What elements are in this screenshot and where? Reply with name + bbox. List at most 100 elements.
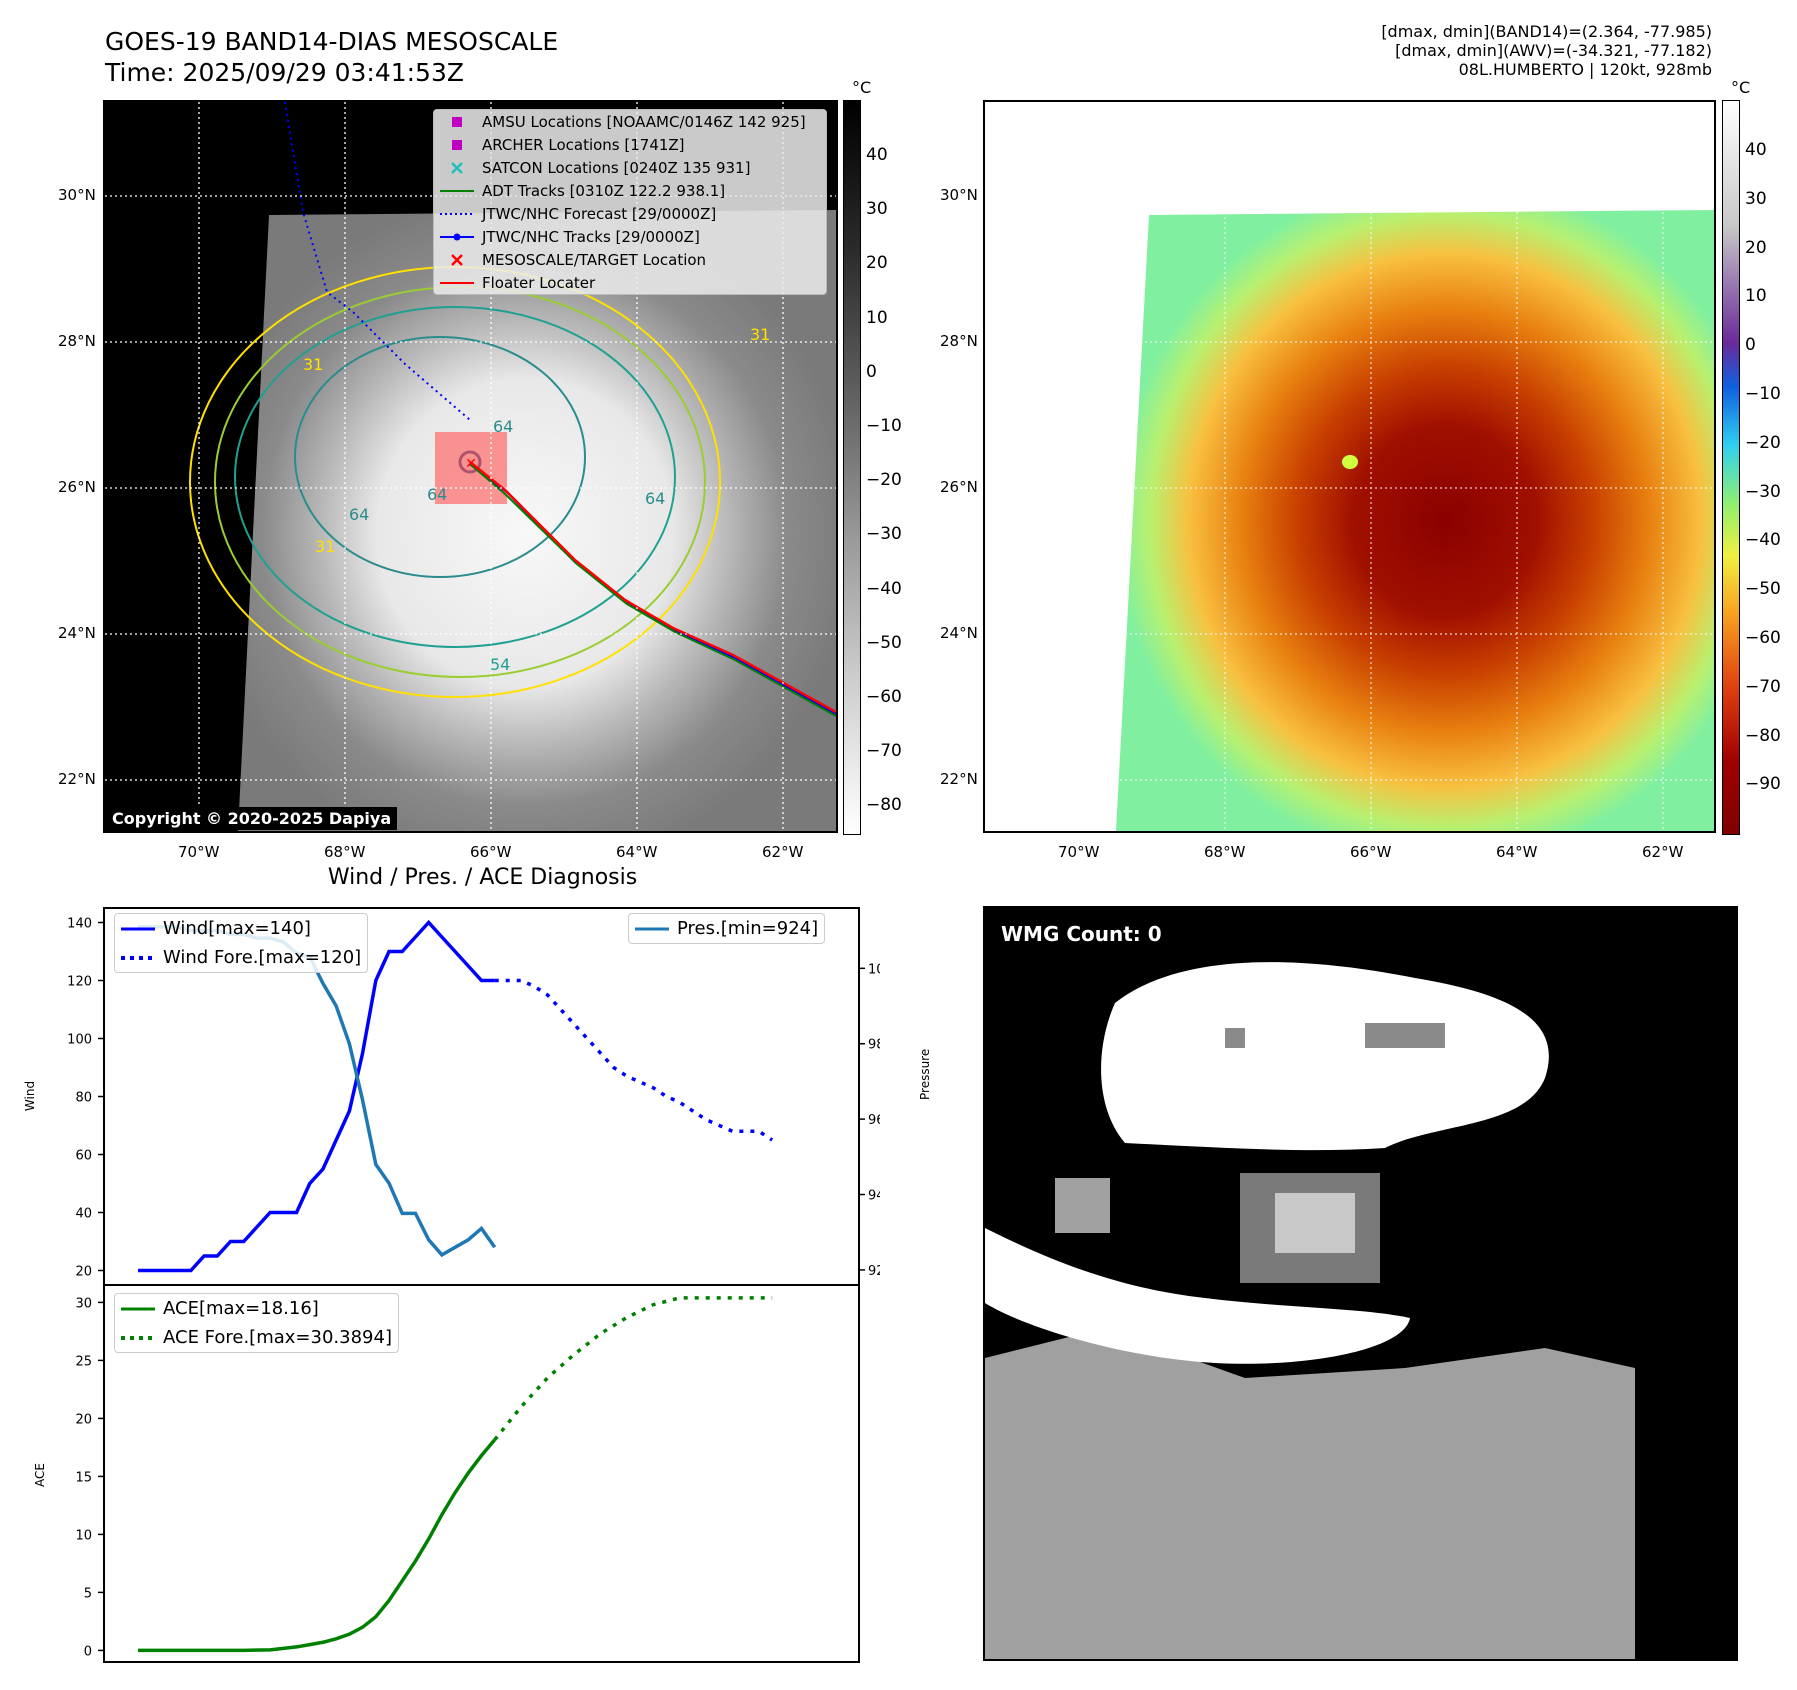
awv-imagery bbox=[1116, 210, 1714, 831]
lat-label: 24°N bbox=[940, 624, 978, 642]
copyright-label: Copyright © 2020-2025 Dapiya bbox=[106, 807, 398, 830]
legend-item: AMSU Locations [NOAAMC/0146Z 142 925] bbox=[434, 110, 826, 133]
ace-y-tick-label: 5 bbox=[84, 1586, 92, 1601]
wind-y-tick-label: 80 bbox=[75, 1091, 92, 1106]
ace-y-tick-label: 30 bbox=[75, 1296, 92, 1311]
wmg-white-band-upper bbox=[1101, 962, 1549, 1151]
lon-label: 68°W bbox=[324, 843, 366, 861]
wind-fore-legend-label: Wind Fore.[max=120] bbox=[163, 947, 362, 968]
adt-track bbox=[469, 463, 836, 717]
ace-y-tick-label: 20 bbox=[75, 1412, 92, 1427]
map-legend: AMSU Locations [NOAAMC/0146Z 142 925] ARC… bbox=[433, 109, 827, 295]
info-line-3: 08L.HUMBERTO | 120kt, 928mb bbox=[1458, 60, 1712, 79]
ace-legend: ACE[max=18.16] ACE Fore.[max=30.3894] bbox=[114, 1293, 399, 1353]
pressure-legend: Pres.[min=924] bbox=[628, 913, 826, 944]
ace-y-tick-label: 10 bbox=[75, 1528, 92, 1543]
x-icon bbox=[440, 161, 474, 175]
lat-label: 22°N bbox=[940, 770, 978, 788]
dotted-line-icon bbox=[121, 955, 155, 961]
series-aceline bbox=[138, 1438, 497, 1653]
lon-label: 66°W bbox=[470, 843, 512, 861]
legend-label: JTWC/NHC Tracks [29/0000Z] bbox=[482, 227, 700, 246]
series-windline bbox=[138, 919, 495, 1273]
colorbar-tick-label: −50 bbox=[866, 632, 902, 653]
legend-item: JTWC/NHC Tracks [29/0000Z] bbox=[434, 225, 826, 248]
colorbar-tick-label: −20 bbox=[866, 470, 902, 491]
lat-label: 26°N bbox=[940, 478, 978, 496]
contour-label: 64 bbox=[493, 417, 513, 436]
pressure-y-tick-label: 920 bbox=[868, 1264, 880, 1279]
legend-item: JTWC/NHC Forecast [29/0000Z] bbox=[434, 202, 826, 225]
colorbar-tick-label: −10 bbox=[866, 416, 902, 436]
colorbar-tick-label: 20 bbox=[866, 253, 888, 274]
lat-label: 28°N bbox=[58, 332, 96, 350]
wmg-cell bbox=[1055, 1178, 1110, 1233]
lat-label: 22°N bbox=[58, 770, 96, 788]
colorbar-tick-label: −50 bbox=[1745, 579, 1781, 600]
wmg-svg bbox=[985, 908, 1736, 1659]
solid-line-icon bbox=[121, 1306, 155, 1312]
solid-line-icon bbox=[121, 926, 155, 932]
legend-label: ADT Tracks [0310Z 122.2 938.1] bbox=[482, 181, 726, 200]
colorbar-tick-label: −80 bbox=[1745, 725, 1781, 746]
wmg-count-label: WMG Count: 0 bbox=[1001, 922, 1162, 946]
colorbar-tick-label: −30 bbox=[1745, 481, 1781, 502]
line-dot-icon bbox=[440, 233, 474, 241]
legend-item: ADT Tracks [0310Z 122.2 938.1] bbox=[434, 179, 826, 202]
colorbar-tick-label: 10 bbox=[866, 307, 888, 328]
colorbar-tick-label: −70 bbox=[1745, 676, 1781, 697]
colorbar-tick-label: −20 bbox=[1745, 432, 1781, 453]
contour-label: 64 bbox=[645, 489, 665, 508]
contour-label: 64 bbox=[427, 485, 447, 504]
diagnosis-chart: 20 40 60 80 100 120 140 920 940 960 980 1000 0 5 10 15… bbox=[23, 907, 880, 1663]
contour-label: 31 bbox=[303, 355, 323, 374]
diagnostic-info: [dmax, dmin](BAND14)=(2.364, -77.985) [d… bbox=[1112, 22, 1712, 79]
awv-eye bbox=[1342, 455, 1358, 469]
ace-y-tick-label: 25 bbox=[75, 1354, 92, 1369]
colorbar-tick-label: −90 bbox=[1745, 774, 1781, 795]
info-line-2: [dmax, dmin](AWV)=(-34.321, -77.182) bbox=[1395, 41, 1712, 60]
floater-track bbox=[469, 461, 836, 714]
colorbar-tick-label: −60 bbox=[1745, 628, 1781, 648]
pressure-y-tick-label: 940 bbox=[868, 1189, 880, 1204]
lon-label: 64°W bbox=[616, 843, 658, 861]
lon-label: 64°W bbox=[1496, 843, 1538, 861]
colorbar-tick-label: −70 bbox=[866, 741, 902, 762]
lat-label: 28°N bbox=[940, 332, 978, 350]
wind-y-tick-label: 60 bbox=[75, 1149, 92, 1164]
colorbar-tick-label: 40 bbox=[1745, 140, 1767, 160]
legend-item: ARCHER Locations [1741Z] bbox=[434, 133, 826, 156]
colorbar-tick-label: 30 bbox=[1745, 188, 1767, 209]
colorbar-tick-label: −10 bbox=[1745, 384, 1781, 404]
wmg-cell bbox=[1225, 1028, 1245, 1048]
wind-y-tick-label: 120 bbox=[67, 975, 92, 990]
ace-axis-label: ACE bbox=[33, 1463, 47, 1487]
lon-label: 66°W bbox=[1350, 843, 1392, 861]
pressure-axis-label-outer: Pressure bbox=[918, 1048, 932, 1100]
line-icon bbox=[440, 280, 474, 286]
colorbar-tick-label: −80 bbox=[866, 795, 902, 816]
colorbar-tick-label: 40 bbox=[866, 145, 888, 165]
info-line-1: [dmax, dmin](BAND14)=(2.364, -77.985) bbox=[1381, 22, 1712, 41]
pressure-y-tick-label: 1000 bbox=[868, 962, 880, 977]
wind-legend-label: Wind[max=140] bbox=[163, 918, 311, 939]
series-ace-fore-line bbox=[493, 1296, 773, 1441]
wind-fore-legend-row: Wind Fore.[max=120] bbox=[115, 943, 367, 972]
series-pressureline bbox=[138, 925, 497, 1258]
right-colorbar bbox=[1722, 100, 1740, 835]
pressure-y-tick-label: 960 bbox=[868, 1113, 880, 1128]
colorbar-tick-label: 10 bbox=[1745, 286, 1767, 307]
lon-label: 62°W bbox=[762, 843, 804, 861]
ir-band14-map: ✕ 31 31 31 64 64 64 54 64 AMSU Locations… bbox=[103, 100, 838, 833]
pressure-legend-label: Pres.[min=924] bbox=[677, 918, 819, 939]
ace-fore-legend-label: ACE Fore.[max=30.3894] bbox=[163, 1327, 392, 1348]
wind-legend-row: Wind[max=140] bbox=[115, 914, 367, 943]
lon-label: 68°W bbox=[1204, 843, 1246, 861]
wmg-white-band-lower bbox=[985, 1228, 1410, 1364]
lat-label: 26°N bbox=[58, 478, 96, 496]
awv-map bbox=[983, 100, 1716, 833]
contour-teal-inner bbox=[294, 336, 586, 578]
x-icon bbox=[440, 253, 474, 267]
square-icon bbox=[440, 116, 474, 128]
awv-map-svg bbox=[985, 102, 1714, 831]
